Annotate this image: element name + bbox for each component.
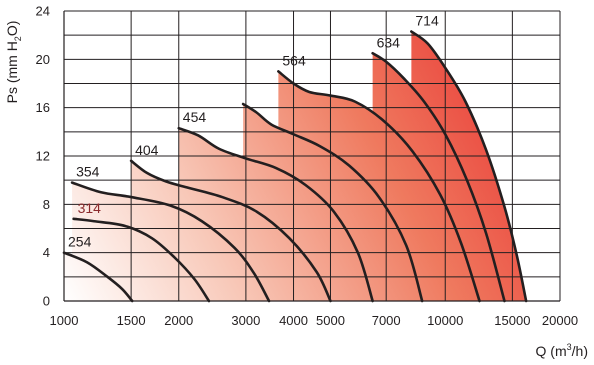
- curve-label-504: 504: [247, 85, 271, 101]
- labels-layer: 254 314 354 404 454 504 564 634 714: [68, 13, 439, 250]
- curve-504: [241, 102, 424, 303]
- axis-titles-layer: Q (m3/h) Ps (mm H2O): [4, 21, 588, 359]
- fill-layer: [64, 31, 527, 301]
- curve-454: [177, 126, 374, 303]
- grid-layer: [63, 10, 561, 302]
- x-tick-label: 3000: [231, 313, 260, 328]
- y-axis-title: Ps (mm H2O): [4, 21, 23, 104]
- y-tick-label: 24: [36, 4, 50, 19]
- x-tick-label: 5000: [316, 313, 345, 328]
- y-tick-label: 0: [43, 294, 50, 309]
- y-tick-label: 4: [43, 245, 50, 260]
- curve-564: [277, 70, 481, 303]
- curve-label-634: 634: [377, 34, 401, 50]
- curve-label-254: 254: [68, 234, 92, 250]
- y-tick-label: 20: [36, 52, 50, 67]
- curve-label-404: 404: [135, 142, 159, 158]
- x-tick-label: 15000: [494, 313, 530, 328]
- curves-layer: [62, 30, 528, 303]
- x-tick-label: 4000: [279, 313, 308, 328]
- curve-404: [129, 159, 332, 303]
- curve-label-454: 454: [183, 109, 207, 125]
- curve-254: [62, 251, 134, 303]
- curve-634: [371, 51, 506, 303]
- x-tick-label: 2000: [164, 313, 193, 328]
- x-tick-label: 10000: [427, 313, 463, 328]
- curve-label-564: 564: [282, 52, 306, 68]
- y-tick-label: 12: [36, 149, 50, 164]
- x-tick-label: 1000: [50, 313, 79, 328]
- y-tick-label: 8: [43, 197, 50, 212]
- curve-714: [410, 30, 528, 303]
- x-tick-label: 20000: [542, 313, 578, 328]
- fill-region-714: [411, 31, 527, 301]
- curve-label-314: 314: [78, 200, 102, 216]
- curve-354: [70, 181, 271, 303]
- x-tick-label: 1500: [117, 313, 146, 328]
- curve-label-354: 354: [76, 164, 100, 180]
- curve-label-714: 714: [415, 13, 439, 29]
- x-axis-title: Q (m3/h): [536, 342, 588, 359]
- curve-314: [72, 217, 211, 303]
- ticks-layer: 1000 1500 2000 3000 4000 5000 7000 10000 15000 20…: [36, 4, 579, 329]
- x-tick-label: 7000: [372, 313, 401, 328]
- y-tick-label: 16: [36, 100, 50, 115]
